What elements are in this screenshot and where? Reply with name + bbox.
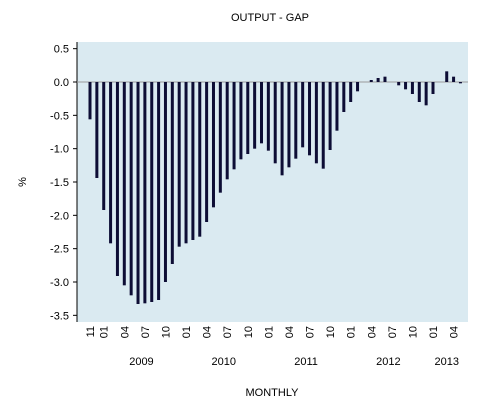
y-tick-label: -2.0 xyxy=(50,210,69,222)
x-tick-label: 01 xyxy=(99,326,111,338)
x-axis-month-labels: 11 01 04 07 10 01 04 07 10 01 04 07 10 01 04 07 10 01 04 xyxy=(85,326,461,338)
bar xyxy=(356,82,360,92)
x-tick-label: 04 xyxy=(202,326,214,338)
year-label: 2010 xyxy=(212,356,236,368)
x-tick-label: 07 xyxy=(387,326,399,338)
bar xyxy=(349,82,353,102)
x-tick-label: 11 xyxy=(85,326,97,337)
y-tick-label: -1.0 xyxy=(50,144,69,156)
year-label: 2012 xyxy=(376,356,400,368)
bar xyxy=(397,82,401,86)
x-tick-label: 01 xyxy=(346,326,358,338)
bar xyxy=(225,82,229,180)
bar xyxy=(410,82,414,94)
y-tick-label: -1.5 xyxy=(50,177,69,189)
x-axis-year-labels: 2009 2010 2011 2012 2013 xyxy=(129,356,459,368)
bar xyxy=(314,82,318,164)
x-tick-label: 07 xyxy=(140,326,152,338)
bar xyxy=(280,82,284,176)
x-tick-label: 07 xyxy=(222,326,234,338)
bar xyxy=(260,82,263,144)
x-tick-label: 10 xyxy=(407,326,419,338)
bar xyxy=(205,82,209,222)
bar xyxy=(328,82,332,150)
x-tick-label: 04 xyxy=(449,326,461,338)
bar xyxy=(218,82,222,193)
bar xyxy=(143,82,147,304)
bar xyxy=(129,82,133,296)
bar xyxy=(287,82,291,168)
bar-series xyxy=(88,71,462,304)
bar xyxy=(431,82,435,94)
bar xyxy=(273,82,277,164)
bar xyxy=(150,82,154,302)
bar xyxy=(88,82,92,120)
x-tick-label: 10 xyxy=(160,326,172,338)
bar xyxy=(122,82,126,286)
bar xyxy=(452,76,456,82)
x-tick-label: 04 xyxy=(119,326,131,338)
bar xyxy=(109,82,113,244)
bar xyxy=(232,82,236,170)
bar xyxy=(253,82,257,149)
year-label: 2009 xyxy=(129,356,153,368)
y-tick-label: -3.5 xyxy=(50,310,69,322)
bar xyxy=(376,78,380,82)
x-tick-label: 04 xyxy=(366,326,378,338)
bar xyxy=(177,82,181,247)
bar xyxy=(136,82,140,304)
x-tick-label: 01 xyxy=(428,326,440,338)
bar xyxy=(246,82,250,154)
bar xyxy=(321,82,325,169)
y-axis-ticks: 0.5 0.0 -0.5 -1.0 -1.5 -2.0 -2.5 -3.0 -3.5 xyxy=(50,44,77,322)
bar xyxy=(184,82,188,244)
bar xyxy=(198,82,202,237)
x-tick-label: 01 xyxy=(181,326,193,338)
bar xyxy=(170,82,174,264)
bar xyxy=(335,82,339,131)
year-label: 2013 xyxy=(434,356,458,368)
bar xyxy=(424,82,428,106)
bar xyxy=(342,82,346,112)
year-label: 2011 xyxy=(294,356,318,368)
bar xyxy=(404,82,408,90)
bar xyxy=(417,82,421,102)
bar xyxy=(191,82,195,240)
bar xyxy=(95,82,99,178)
x-tick-label: 07 xyxy=(305,326,317,338)
y-tick-label: -3.0 xyxy=(50,277,69,289)
bar xyxy=(383,76,387,82)
bar xyxy=(211,82,215,208)
y-tick-label: -0.5 xyxy=(50,110,69,122)
x-axis-label: MONTHLY xyxy=(246,387,300,399)
bar xyxy=(369,80,373,82)
chart-title: OUTPUT - GAP xyxy=(231,12,309,24)
bar xyxy=(163,82,167,282)
x-tick-label: 04 xyxy=(284,326,296,338)
bar xyxy=(445,71,449,82)
x-tick-label: 10 xyxy=(325,326,337,338)
y-tick-label: -2.5 xyxy=(50,244,69,256)
bar xyxy=(458,82,462,84)
bar xyxy=(157,82,161,300)
x-tick-label: 10 xyxy=(243,326,255,338)
bar xyxy=(239,82,243,160)
y-axis-label: % xyxy=(17,177,29,187)
bar xyxy=(294,82,298,159)
bar xyxy=(301,82,305,148)
x-tick-label: 01 xyxy=(263,326,275,338)
bar xyxy=(308,82,312,156)
bar xyxy=(115,82,119,276)
bar xyxy=(102,82,106,210)
bar xyxy=(266,82,270,151)
y-tick-label: 0.0 xyxy=(54,77,69,89)
plot-area xyxy=(77,42,468,322)
y-tick-label: 0.5 xyxy=(54,44,69,56)
